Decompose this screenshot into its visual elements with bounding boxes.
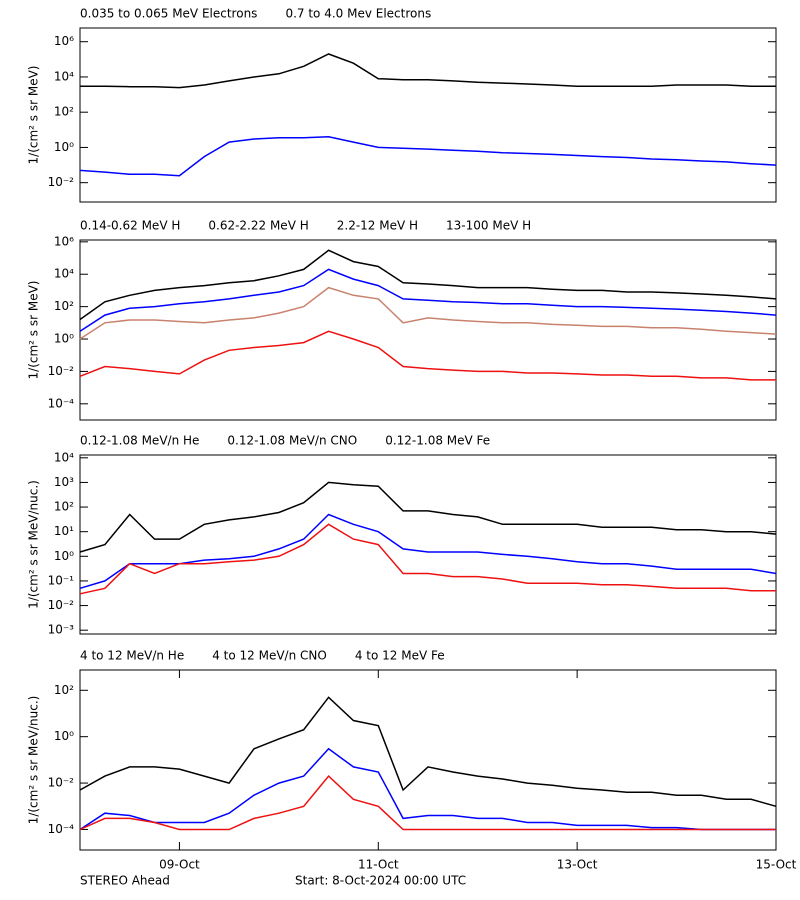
legend-entry: 13-100 MeV H <box>446 219 531 233</box>
y-tick-label: 10⁻³ <box>48 623 75 637</box>
y-axis-label: 1/(cm² s sr MeV) <box>27 281 41 380</box>
y-tick-label: 10⁻¹ <box>48 573 75 587</box>
y-tick-label: 10⁴ <box>54 267 74 281</box>
legend-entry: 0.035 to 0.065 MeV Electrons <box>80 7 257 21</box>
y-tick-label: 10⁻² <box>48 598 75 612</box>
x-tick-label: 15-Oct <box>756 858 797 872</box>
x-tick-label: 11-Oct <box>358 858 399 872</box>
legend-entry: 2.2-12 MeV H <box>337 219 418 233</box>
legend-entry: 0.12-1.08 MeV/n He <box>80 434 199 448</box>
y-tick-label: 10⁶ <box>54 34 74 48</box>
series-line <box>79 330 776 381</box>
x-tick-label: 13-Oct <box>557 858 598 872</box>
y-tick-label: 10² <box>54 105 74 119</box>
y-tick-label: 10⁶ <box>54 234 74 248</box>
y-tick-label: 10⁻⁴ <box>48 396 75 410</box>
y-tick-label: 10⁰ <box>54 140 74 154</box>
y-tick-label: 10⁴ <box>54 69 74 83</box>
y-axis-label: 1/(cm² s sr MeV/nuc.) <box>27 480 41 609</box>
y-tick-label: 10⁻⁴ <box>48 822 75 836</box>
y-tick-label: 10⁰ <box>54 549 74 563</box>
series-line <box>79 775 776 831</box>
plot-frame <box>79 454 777 635</box>
series-line <box>79 136 777 177</box>
y-tick-label: 10⁰ <box>54 332 74 346</box>
legend-entry: 0.12-1.08 MeV Fe <box>385 434 490 448</box>
start-label: Start: 8-Oct-2024 00:00 UTC <box>295 874 466 888</box>
legend-entry: 0.7 to 4.0 Mev Electrons <box>285 7 431 21</box>
legend-entry: 4 to 12 MeV/n He <box>80 649 184 663</box>
y-tick-label: 10⁻² <box>48 776 75 790</box>
y-axis-label: 1/(cm² s sr MeV) <box>27 66 41 165</box>
series-line <box>79 513 777 590</box>
y-tick-label: 10¹ <box>54 524 74 538</box>
legend-entry: 0.14-0.62 MeV H <box>80 219 180 233</box>
series-line <box>79 747 776 831</box>
y-tick-label: 10² <box>54 683 74 697</box>
observatory-label: STEREO Ahead <box>80 874 170 888</box>
y-axis-label: 1/(cm² s sr MeV/nuc.) <box>27 696 41 825</box>
x-tick-label: 09-Oct <box>159 858 200 872</box>
plot-frame <box>79 669 777 851</box>
y-tick-label: 10² <box>54 299 74 313</box>
y-tick-label: 10⁻² <box>48 175 75 189</box>
y-tick-label: 10⁰ <box>54 729 74 743</box>
series-line <box>79 286 777 340</box>
y-tick-label: 10⁴ <box>54 450 74 464</box>
series-line <box>79 523 776 595</box>
legend-entry: 0.12-1.08 MeV/n CNO <box>227 434 357 448</box>
series-line <box>79 481 777 553</box>
legend-entry: 4 to 12 MeV Fe <box>355 649 445 663</box>
y-tick-label: 10² <box>54 500 74 514</box>
y-tick-label: 10³ <box>54 475 74 489</box>
legend-entry: 0.62-2.22 MeV H <box>208 219 308 233</box>
legend-entry: 4 to 12 MeV/n CNO <box>212 649 327 663</box>
series-line <box>79 268 777 332</box>
series-line <box>80 53 776 89</box>
series-line <box>79 696 777 808</box>
plot-frame <box>79 239 777 421</box>
series-line <box>79 249 777 321</box>
plot-frame <box>79 27 777 203</box>
y-tick-label: 10⁻² <box>48 364 75 378</box>
